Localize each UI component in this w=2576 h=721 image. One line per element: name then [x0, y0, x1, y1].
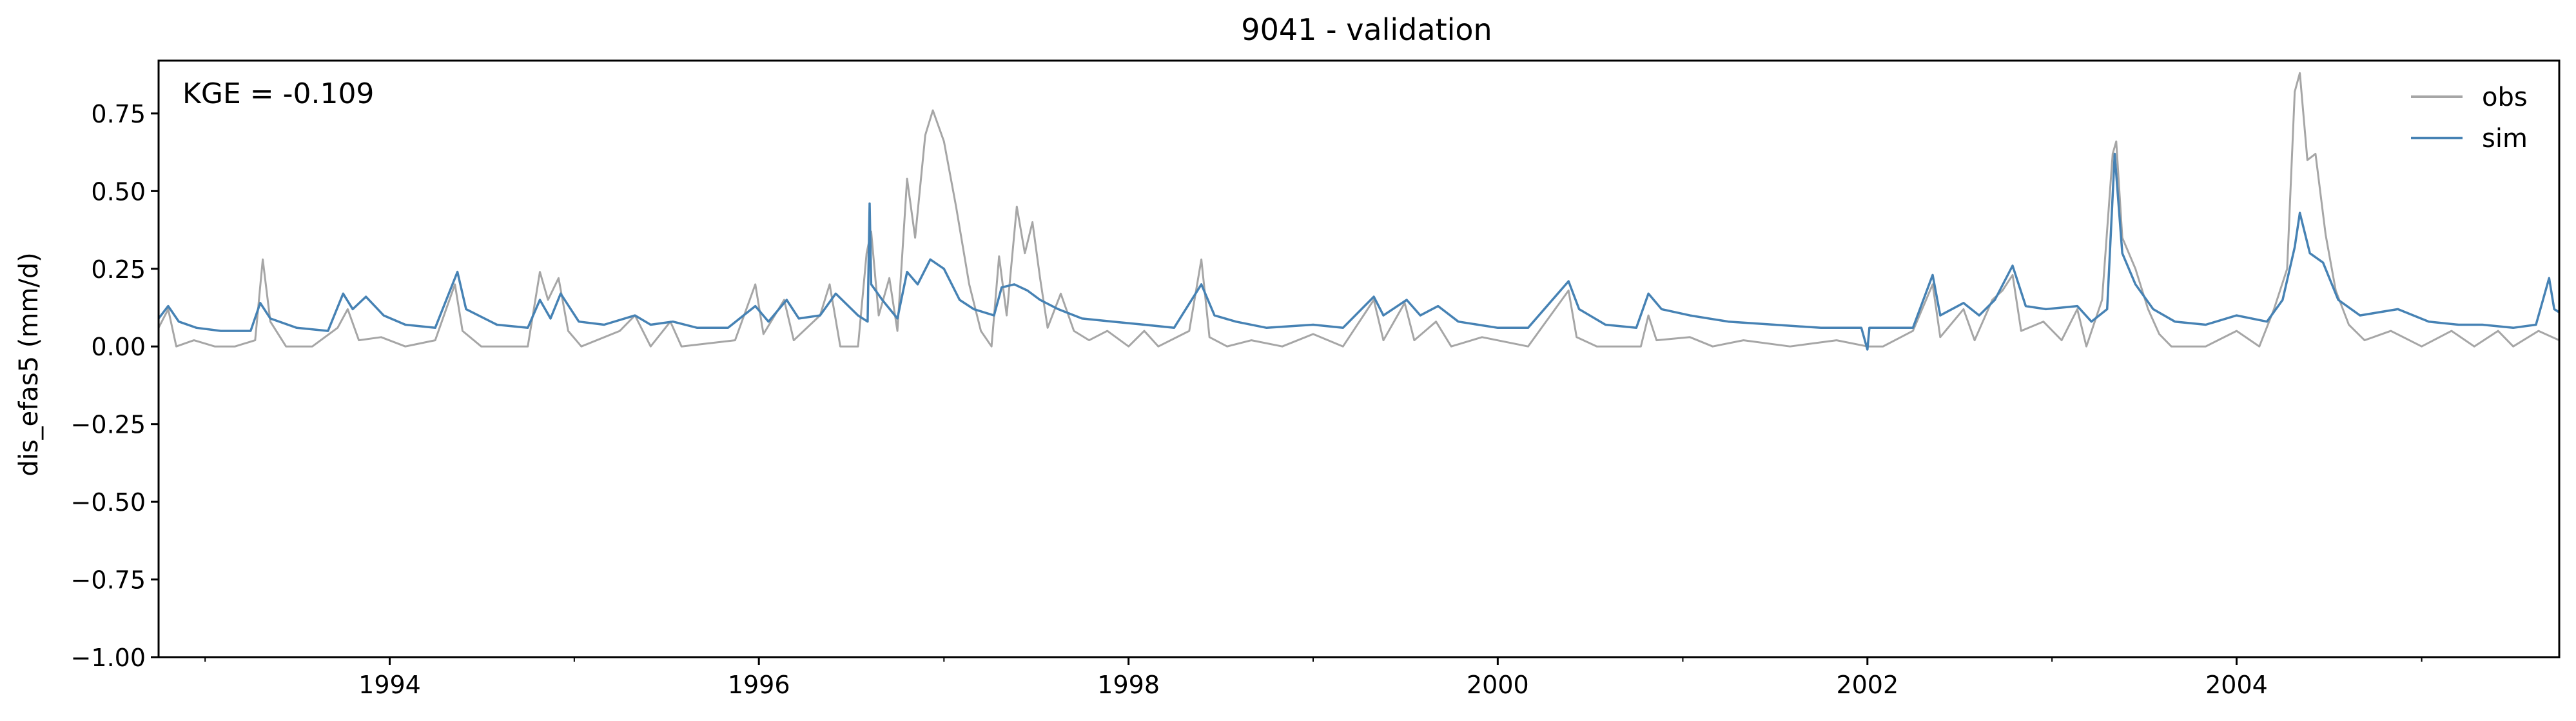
series-layer — [159, 72, 2559, 351]
plot-area — [159, 72, 2559, 351]
y-axis-label: dis_efas5 (mm/d) — [14, 252, 44, 477]
x-tick-label: 2002 — [1836, 671, 1898, 699]
kge-annotation: KGE = -0.109 — [182, 77, 374, 110]
x-tick-label: 1998 — [1097, 671, 1160, 699]
plot-frame — [157, 59, 2561, 658]
x-tick-label: 2004 — [2205, 671, 2268, 699]
chart-title: 9041 - validation — [1241, 12, 1492, 47]
series-line-sim — [159, 152, 2559, 351]
y-tick-label: −1.00 — [71, 644, 146, 672]
legend-label-obs: obs — [2482, 83, 2528, 112]
legend-label-sim: sim — [2482, 124, 2528, 153]
x-tick-label: 1996 — [728, 671, 790, 699]
x-tick-label: 1994 — [358, 671, 421, 699]
x-axis-ticks: 1994 1996 1998 2000 2002 2004 — [204, 657, 2423, 699]
y-tick-label: −0.75 — [71, 566, 146, 595]
x-tick-label: 2000 — [1467, 671, 1529, 699]
y-tick-label: −0.25 — [71, 411, 146, 439]
legend: obs sim — [2411, 83, 2528, 153]
y-tick-label: 0.25 — [91, 255, 146, 284]
y-axis-ticks: −1.00 −0.75 −0.50 −0.25 0.00 0.25 0.50 0.75 — [71, 100, 159, 672]
y-tick-label: 0.00 — [91, 333, 146, 361]
y-tick-label: −0.50 — [71, 488, 146, 517]
y-tick-label: 0.50 — [91, 177, 146, 206]
series-line-obs — [159, 72, 2559, 348]
y-tick-label: 0.75 — [91, 100, 146, 128]
